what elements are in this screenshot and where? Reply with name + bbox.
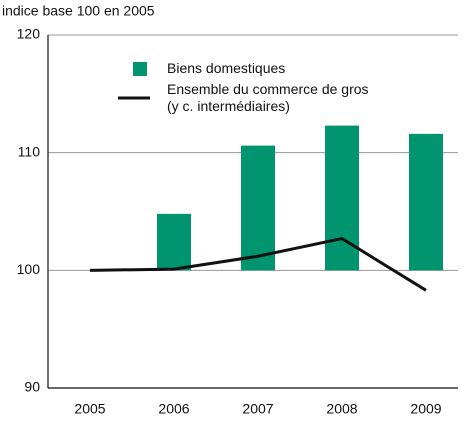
- x-tick-label: 2007: [242, 401, 273, 417]
- bar: [241, 145, 275, 271]
- legend-swatch: [133, 62, 147, 76]
- x-tick-label: 2005: [74, 401, 105, 417]
- y-tick-label: 90: [24, 379, 40, 395]
- x-tick-label: 2009: [410, 401, 441, 417]
- y-tick-label: 110: [18, 143, 41, 159]
- line: [89, 236, 427, 292]
- legend-label: Ensemble du commerce de gros (y c. inter…: [167, 81, 369, 114]
- bar: [325, 125, 359, 271]
- x-tick-label: 2008: [326, 401, 357, 417]
- y-tick-label: 100: [17, 261, 41, 277]
- bar: [409, 133, 443, 271]
- y-tick-label: 120: [17, 26, 41, 42]
- legend-label: Biens domestiques: [167, 60, 286, 76]
- bar: [157, 213, 191, 271]
- x-tick-label: 2006: [158, 401, 189, 417]
- chart-subtitle: indice base 100 en 2005: [2, 3, 155, 19]
